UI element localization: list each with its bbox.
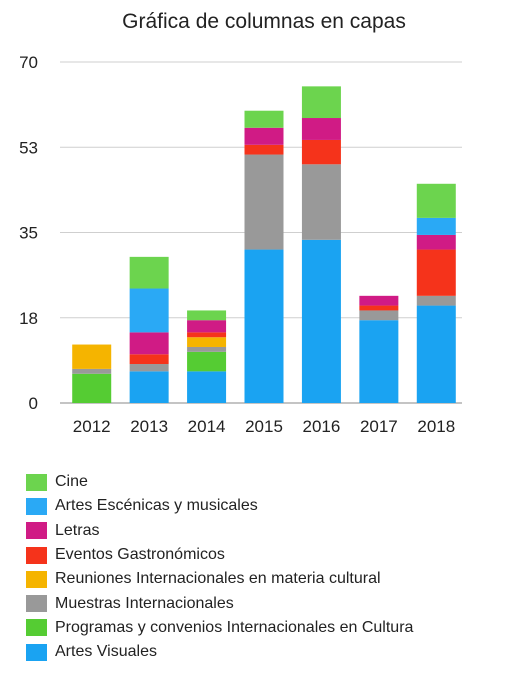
y-tick-label: 35	[19, 224, 38, 243]
bar-segment-2014-5	[187, 320, 227, 333]
bar-segment-2015-0	[244, 249, 284, 403]
bar-segment-2013-0	[129, 371, 169, 403]
y-tick-label: 0	[29, 394, 38, 413]
legend-swatch	[26, 546, 47, 564]
bar-segment-2016-2	[301, 164, 341, 240]
bar-segment-2017-5	[359, 295, 399, 306]
bar-segment-2018-7	[416, 183, 456, 218]
legend-item: Reuniones Internacionales en materia cul…	[26, 567, 526, 591]
legend-label: Cine	[55, 473, 88, 491]
legend-swatch	[26, 497, 47, 515]
x-tick-label: 2017	[360, 417, 398, 436]
y-tick-label: 18	[19, 309, 38, 328]
bar-segment-2016-4	[301, 139, 341, 165]
legend-label: Programas y convenios Internacionales en…	[55, 618, 414, 636]
bar-segment-2013-7	[129, 256, 169, 289]
legend-label: Eventos Gastronómicos	[55, 546, 225, 564]
bar-segment-2018-2	[416, 295, 456, 306]
legend-swatch	[26, 619, 47, 637]
legend-label: Artes Visuales	[55, 643, 157, 661]
legend-item: Letras	[26, 519, 526, 543]
legend-label: Muestras Internacionales	[55, 594, 234, 612]
bar-segment-2015-4	[244, 144, 284, 155]
x-axis: 2012 2013 2014 2015 2016 2017 2018	[73, 417, 455, 436]
legend-swatch	[26, 643, 47, 661]
bar-segment-2017-2	[359, 310, 399, 321]
bar-segment-2017-0	[359, 320, 399, 403]
bar-segment-2018-4	[416, 249, 456, 296]
bar-segment-2015-7	[244, 110, 284, 128]
legend-label: Artes Escénicas y musicales	[55, 497, 258, 515]
bars	[72, 86, 456, 403]
legend-item: Eventos Gastronómicos	[26, 543, 526, 567]
legend-label: Letras	[55, 521, 100, 539]
x-tick-label: 2015	[245, 417, 283, 436]
y-tick-label: 53	[19, 138, 38, 157]
legend: Cine Artes Escénicas y musicales Letras Eve…	[26, 470, 526, 664]
bar-segment-2014-2	[187, 346, 227, 352]
bar-segment-2014-1	[187, 351, 227, 372]
bar-segment-2013-5	[129, 332, 169, 355]
bar-segment-2017-4	[359, 305, 399, 311]
y-tick-label: 70	[19, 53, 38, 72]
bar-segment-2014-7	[187, 310, 227, 321]
legend-swatch	[26, 473, 47, 491]
x-tick-label: 2018	[417, 417, 455, 436]
x-tick-label: 2016	[303, 417, 341, 436]
chart-title: Gráfica de columnas en capas	[122, 10, 406, 33]
bar-segment-2013-2	[129, 364, 169, 372]
legend-swatch	[26, 522, 47, 540]
x-tick-label: 2013	[130, 417, 168, 436]
legend-item: Artes Visuales	[26, 640, 526, 664]
bar-segment-2013-6	[129, 288, 169, 333]
bar-segment-2015-5	[244, 127, 284, 145]
bar-segment-2012-2	[72, 368, 112, 374]
bar-segment-2015-2	[244, 154, 284, 250]
legend-swatch	[26, 570, 47, 588]
legend-swatch	[26, 595, 47, 613]
x-tick-label: 2012	[73, 417, 111, 436]
legend-item: Artes Escénicas y musicales	[26, 494, 526, 518]
legend-item: Programas y convenios Internacionales en…	[26, 616, 526, 640]
bar-segment-2014-4	[187, 332, 227, 338]
legend-item: Cine	[26, 470, 526, 494]
legend-item: Muestras Internacionales	[26, 591, 526, 615]
bar-segment-2016-5	[301, 118, 341, 140]
bar-segment-2016-7	[301, 86, 341, 119]
bar-segment-2014-0	[187, 371, 227, 403]
legend-label: Reuniones Internacionales en materia cul…	[55, 570, 381, 588]
x-tick-label: 2014	[188, 417, 226, 436]
chart-plot: 0 18 35 53 70 2012 2013 2014 2015 2016 2017 2018	[19, 53, 462, 436]
bar-segment-2018-5	[416, 234, 456, 250]
bar-segment-2016-0	[301, 239, 341, 403]
bar-segment-2018-0	[416, 305, 456, 403]
bar-segment-2013-4	[129, 354, 169, 365]
bar-segment-2012-3	[72, 344, 112, 369]
bar-segment-2012-1	[72, 373, 112, 403]
bar-segment-2014-3	[187, 337, 227, 347]
bar-segment-2018-6	[416, 217, 456, 235]
y-axis: 0 18 35 53 70	[19, 53, 38, 413]
